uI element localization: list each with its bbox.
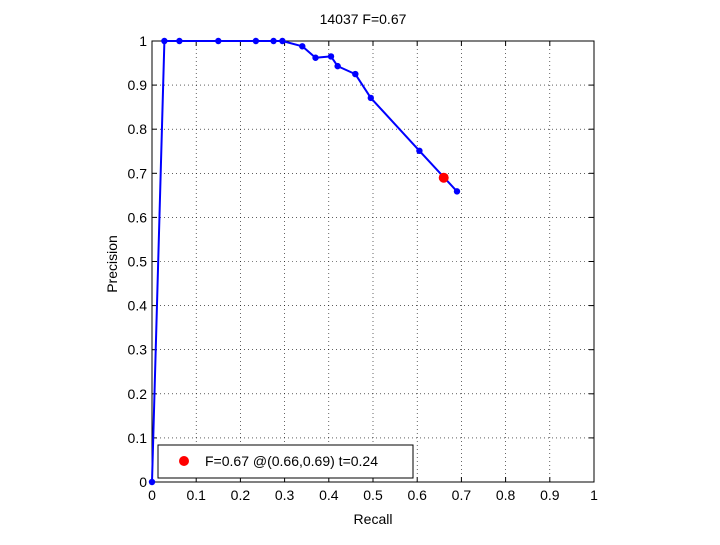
data-point <box>176 37 183 45</box>
legend-text: F=0.67 @(0.66,0.69) t=0.24 <box>205 453 378 469</box>
legend-box <box>157 444 414 479</box>
grid-lines <box>152 41 594 482</box>
y-tick-label: 0.2 <box>128 386 148 402</box>
x-tick-label: 0.4 <box>319 487 339 503</box>
x-tick-label: 0 <box>148 487 156 503</box>
y-tick-label: 0.4 <box>128 298 148 314</box>
best-f-point <box>438 172 449 183</box>
data-point <box>252 37 260 45</box>
data-point <box>327 53 335 60</box>
data-point <box>299 43 306 50</box>
x-tick-label: 0.7 <box>452 487 472 503</box>
data-point <box>270 37 277 45</box>
y-tick-label: 1 <box>139 33 147 49</box>
y-tick-label: 0.7 <box>128 165 148 181</box>
axis-ticks: 0 0.1 0.2 0.3 0.4 0.5 0.6 0.7 0.8 0.9 1 0 0.1 0.2 0.3 0… <box>128 33 599 503</box>
y-tick-label: 0.8 <box>128 121 148 137</box>
data-point <box>215 37 222 45</box>
x-axis-label: Recall <box>354 511 393 527</box>
data-point <box>279 37 286 45</box>
x-tick-label: 0.3 <box>275 487 295 503</box>
y-axis-label: Precision <box>104 235 120 293</box>
data-point <box>148 478 156 486</box>
data-point <box>161 37 168 45</box>
y-tick-label: 0.6 <box>128 209 148 225</box>
data-point <box>334 62 341 70</box>
y-tick-label: 0.9 <box>128 77 148 93</box>
series-layer <box>148 37 461 486</box>
legend: F=0.67 @(0.66,0.69) t=0.24 <box>157 444 414 479</box>
data-point <box>453 188 461 195</box>
x-tick-label: 0.1 <box>186 487 206 503</box>
y-tick-label: 0 <box>139 474 147 490</box>
data-point <box>312 54 319 61</box>
data-point <box>352 70 359 78</box>
data-point <box>416 147 423 155</box>
x-tick-label: 1 <box>590 487 598 503</box>
x-tick-label: 0.9 <box>540 487 560 503</box>
data-point <box>367 94 374 102</box>
y-tick-label: 0.5 <box>128 254 148 270</box>
highlight-layer <box>438 172 449 183</box>
y-tick-label: 0.1 <box>128 430 148 446</box>
x-tick-label: 0.5 <box>363 487 383 503</box>
x-tick-label: 0.6 <box>407 487 427 503</box>
legend-marker <box>179 456 189 466</box>
chart-title: 14037 F=0.67 <box>320 11 407 27</box>
x-tick-label: 0.2 <box>231 487 251 503</box>
x-tick-label: 0.8 <box>496 487 516 503</box>
y-tick-label: 0.3 <box>128 342 148 358</box>
